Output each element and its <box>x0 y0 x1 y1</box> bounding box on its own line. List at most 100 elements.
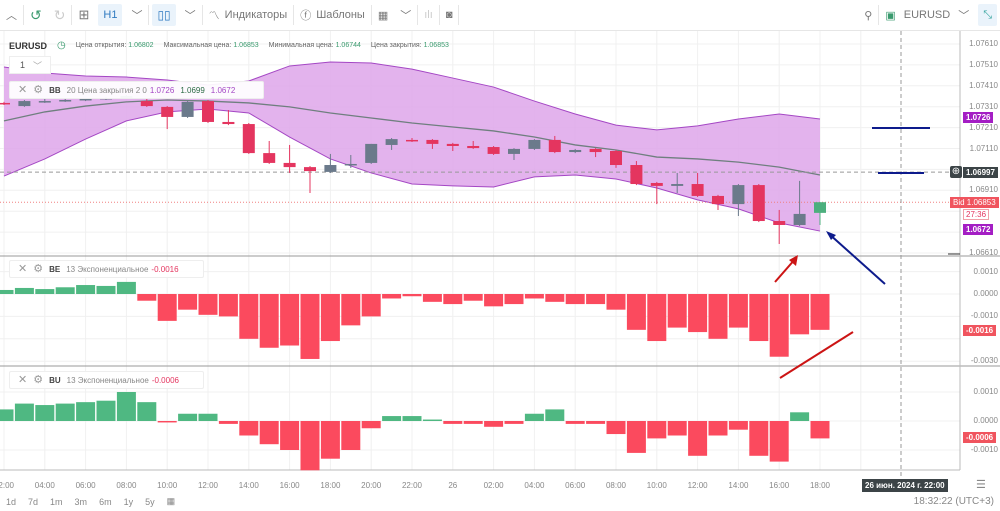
function-icon: ⓕ <box>300 10 312 22</box>
candle-body <box>446 143 459 146</box>
be-histogram-bar <box>769 294 789 357</box>
bu-histogram-bar <box>0 409 14 421</box>
time-axis-label: 06:00 <box>565 481 586 490</box>
bu-histogram-bar <box>35 405 55 421</box>
calendar-icon[interactable]: ▦ <box>377 9 389 22</box>
camera-icon[interactable]: ◙ <box>445 9 453 21</box>
candle-body <box>242 124 255 154</box>
candle-body <box>467 145 480 149</box>
range-1d[interactable]: 1d <box>6 496 17 507</box>
drawing-arrow-head <box>789 255 798 266</box>
be-histogram-bar <box>76 285 96 294</box>
range-1y[interactable]: 1y <box>123 496 134 507</box>
be-histogram-bar <box>626 294 646 330</box>
interval-chevron-down-icon[interactable]: ﹀ <box>131 10 143 22</box>
time-axis-label: 10:00 <box>157 481 178 490</box>
be-axis-label: 0.0000 <box>973 289 998 298</box>
bb-upper-price-tag: 1.0726 <box>963 112 994 123</box>
be-histogram-bar <box>341 294 361 326</box>
price-axis-label: 1.07310 <box>969 101 998 111</box>
be-histogram-bar <box>198 294 218 315</box>
remove-indicator-close-icon[interactable]: ✕ <box>18 262 28 275</box>
drawing-arrow-line <box>827 232 886 285</box>
range-6m[interactable]: 6m <box>99 496 112 507</box>
indicators-label: Индикаторы <box>224 9 288 21</box>
bu-histogram-bar <box>626 421 646 453</box>
range-7d[interactable]: 7d <box>28 496 39 507</box>
indicators-button[interactable]: 〽 Индикаторы <box>203 0 294 31</box>
time-axis-label: 18:00 <box>320 481 341 490</box>
interval-button[interactable]: H1 <box>98 4 123 26</box>
candle-body <box>283 162 296 168</box>
divider <box>201 5 203 25</box>
bb-lower-value: 1.0672 <box>210 85 236 95</box>
bu-histogram-bar <box>484 421 504 427</box>
fullscreen-collapse-icon[interactable]: ⤡ <box>978 4 997 26</box>
bar-chart-icon[interactable]: ılı <box>424 9 433 21</box>
candle-body <box>671 184 684 186</box>
bb-basis-value: 1.0699 <box>180 85 205 95</box>
remove-indicator-close-icon[interactable]: ✕ <box>18 83 28 96</box>
time-axis-label: 14:00 <box>238 481 259 490</box>
chart-type-chevron-down-icon[interactable]: ﹀ <box>184 10 196 22</box>
bu-histogram-bar <box>606 421 626 435</box>
save-layout-icon[interactable]: ▣ <box>885 9 896 22</box>
legend-close: Цена закрытия: 1.06853 <box>370 42 449 49</box>
pane-select[interactable]: 1 ﹀ <box>9 56 51 74</box>
time-axis-label: 02:00 <box>483 481 504 490</box>
bu-histogram-bar <box>382 416 402 421</box>
be-histogram-bar <box>178 294 198 310</box>
bu-histogram-bar <box>55 403 75 421</box>
be-histogram-bar <box>116 281 136 294</box>
divider <box>23 5 24 25</box>
date-range-calendar-icon[interactable]: ▦ <box>166 496 176 506</box>
time-axis-label: 16:00 <box>769 481 790 490</box>
bid-price-tag: Bid 1.06853 <box>950 197 999 208</box>
remove-indicator-close-icon[interactable]: ✕ <box>18 373 28 386</box>
be-histogram-bar <box>422 294 442 302</box>
axis-settings-icon[interactable]: ☰ <box>976 479 986 491</box>
be-histogram-bar <box>137 294 157 301</box>
be-histogram-bar <box>586 294 606 305</box>
bu-histogram-bar <box>280 421 300 450</box>
candle-body <box>732 185 745 205</box>
candle-body <box>263 153 276 163</box>
time-axis-label: 04:00 <box>524 481 545 490</box>
range-3m[interactable]: 3m <box>74 496 88 507</box>
collapse-chevron-up-icon[interactable]: ︿ <box>6 10 17 22</box>
time-axis-label: 04:00 <box>34 481 55 490</box>
bu-histogram-bar <box>524 413 544 421</box>
add-compare-icon[interactable]: ⊞ <box>78 7 90 22</box>
candle-body <box>304 167 316 172</box>
settings-gear-icon[interactable]: ⚙ <box>33 373 44 386</box>
range-5y[interactable]: 5y <box>145 496 155 507</box>
bu-histogram-bar <box>769 421 789 462</box>
undo-icon[interactable]: ↺ <box>30 6 42 23</box>
legend-open: Цена открытия: 1.06802 <box>75 42 154 49</box>
candle-body <box>79 98 92 101</box>
templates-button[interactable]: ⓕ Шаблоны <box>294 0 371 31</box>
calendar-chevron-down-icon[interactable]: ﹀ <box>400 10 412 22</box>
range-1m[interactable]: 1m <box>50 496 63 507</box>
be-histogram-bar <box>239 294 259 339</box>
symbol-select[interactable]: EURUSD <box>903 9 951 21</box>
be-axis-label: -0.0030 <box>970 356 998 366</box>
be-value-tag: -0.0016 <box>963 325 997 336</box>
redo-icon[interactable]: ↻ <box>53 6 66 23</box>
legend-high: Максимальная цена: 1.06853 <box>163 42 259 49</box>
symbol-chevron-down-icon[interactable]: ﹀ <box>958 10 970 22</box>
search-icon[interactable]: ⚲ <box>864 9 873 22</box>
be-histogram-bar <box>361 294 381 317</box>
candle-body <box>630 165 643 185</box>
settings-gear-icon[interactable]: ⚙ <box>33 262 44 275</box>
be-histogram-bar <box>300 294 320 359</box>
bu-histogram-bar <box>728 421 748 430</box>
candles-chart-type-icon[interactable]: ▯▯ <box>152 4 176 26</box>
bu-histogram-bar <box>198 413 218 421</box>
bu-histogram-bar <box>586 421 606 424</box>
crosshair-add-icon[interactable]: ⊕ <box>950 166 962 178</box>
be-axis-label: 0.0010 <box>973 266 998 276</box>
settings-gear-icon[interactable]: ⚙ <box>33 83 44 96</box>
bollinger-upper-line <box>3 61 821 131</box>
